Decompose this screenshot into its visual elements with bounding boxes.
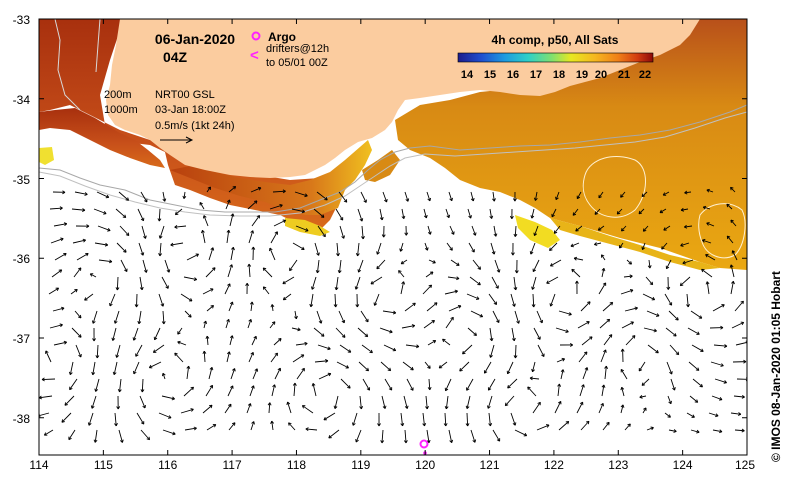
isobath-label-1000m: 1000m	[104, 104, 138, 116]
colorbar-tick-label: 14	[461, 69, 474, 81]
x-tick-label: 120	[415, 458, 435, 472]
y-tick-label: -37	[13, 332, 31, 346]
drifter-legend-icon: <	[250, 47, 259, 64]
y-tick-label: -35	[13, 173, 31, 187]
x-tick-label: 119	[351, 458, 370, 472]
credit-label-wrapper: © IMOS 08-Jan-2020 01:05 Hobart	[769, 462, 789, 482]
x-tick-label: 125	[735, 458, 755, 472]
colorbar-tick-label: 21	[618, 69, 630, 81]
colorbar-tick-label: 18	[553, 69, 565, 81]
y-tick-label: -33	[13, 13, 31, 27]
x-tick-label: 114	[29, 458, 48, 472]
x-tick-label: 124	[673, 458, 693, 472]
x-tick-label: 123	[608, 458, 628, 472]
current-source-label: NRT00 GSL	[155, 89, 215, 101]
product-label: 4h comp, p50, All Sats	[492, 33, 619, 47]
x-tick-label: 118	[287, 458, 306, 472]
date-label: 06-Jan-2020	[155, 31, 235, 47]
colorbar-tick-label: 19	[576, 69, 588, 81]
current-time-label: 03-Jan 18:00Z	[155, 104, 226, 116]
x-tick-label: 121	[479, 458, 499, 472]
x-tick-label: 116	[158, 458, 177, 472]
y-tick-label: -34	[13, 93, 31, 107]
isobath-label-200m: 200m	[104, 89, 132, 101]
x-tick-label: 122	[544, 458, 564, 472]
colorbar	[458, 53, 653, 62]
credit-label: © IMOS 08-Jan-2020 01:05 Hobart	[769, 271, 783, 462]
x-tick-label: 115	[94, 458, 113, 472]
colorbar-tick-label: 16	[507, 69, 519, 81]
time-label: 04Z	[163, 49, 188, 65]
colorbar-tick-label: 20	[595, 69, 607, 81]
colorbar-tick-label: 17	[530, 69, 542, 81]
current-scale-label: 0.5m/s (1kt 24h)	[155, 120, 234, 132]
argo-legend-label: Argo	[268, 30, 296, 44]
drifter-legend-label: drifters@12h	[266, 43, 329, 55]
colorbar-tick-label: 15	[484, 69, 496, 81]
drifter-legend-label-2: to 05/01 00Z	[266, 57, 328, 69]
y-tick-label: -36	[13, 252, 31, 266]
x-tick-label: 117	[223, 458, 242, 472]
y-tick-label: -38	[13, 412, 31, 426]
colorbar-tick-label: 22	[639, 69, 651, 81]
